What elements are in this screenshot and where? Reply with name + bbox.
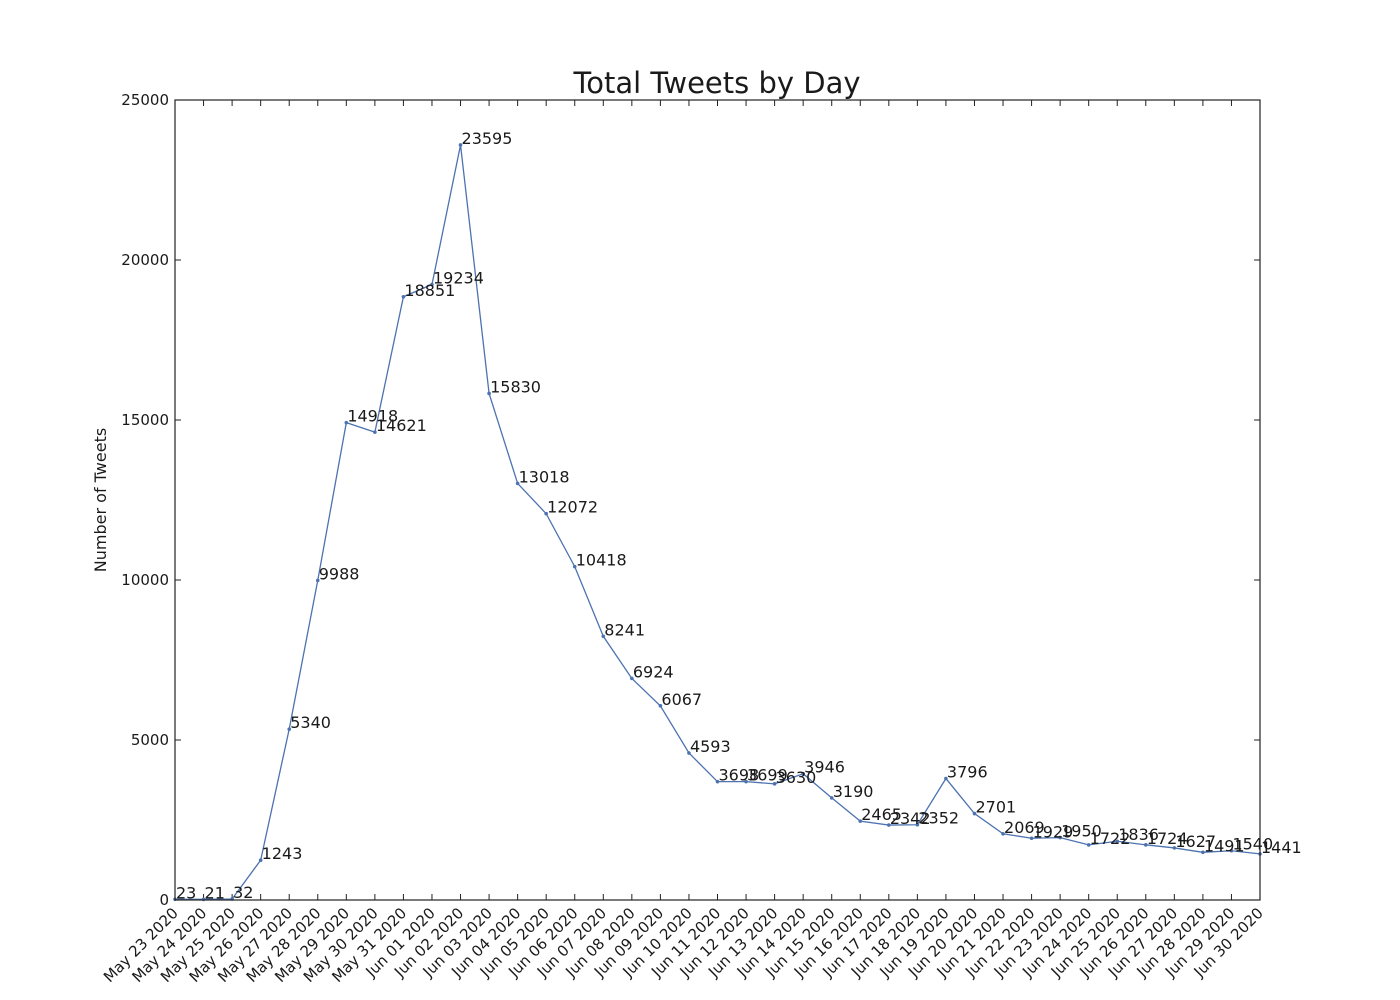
plot-frame: [174, 99, 1261, 901]
data-point: [744, 779, 748, 784]
data-label: 10418: [576, 551, 627, 570]
data-point: [658, 704, 663, 708]
data-label: 18851: [404, 281, 455, 300]
data-label: 1540: [1232, 835, 1273, 854]
data-point: [1229, 848, 1234, 853]
data-label: 1929: [1033, 822, 1074, 841]
data-point: [915, 822, 920, 827]
data-label: 3698: [719, 766, 760, 785]
data-point: [715, 779, 720, 784]
data-point: [972, 811, 977, 816]
data-label: 14621: [376, 416, 427, 435]
data-point: [572, 564, 577, 569]
data-point: [1115, 839, 1120, 844]
data-label: 6924: [633, 662, 674, 681]
data-label: 1243: [262, 844, 303, 863]
data-point: [772, 782, 777, 786]
data-label: 3190: [833, 782, 874, 801]
data-label: 32: [233, 883, 253, 902]
data-label: 4593: [690, 737, 731, 756]
data-label: 2342: [890, 809, 931, 828]
y-tick-label: 0: [159, 891, 169, 909]
data-point: [258, 858, 263, 863]
data-point: [887, 823, 891, 827]
data-label: 21: [205, 883, 225, 902]
data-label: 15830: [490, 377, 541, 396]
data-point: [401, 294, 406, 299]
data-label: 1491: [1204, 836, 1245, 855]
data-label: 3946: [804, 758, 845, 777]
data-point: [544, 511, 548, 516]
data-label: 2465: [861, 805, 902, 824]
data-label: 1950: [1061, 822, 1102, 841]
data-point: [344, 420, 349, 425]
y-axis-label: Number of Tweets: [91, 428, 110, 572]
data-point: [829, 796, 834, 800]
series-line: [174, 144, 1261, 900]
data-point: [944, 776, 948, 781]
data-label: 6067: [661, 690, 702, 709]
y-axis: 0 5000 10000 15000 20000 25000: [121, 91, 1260, 909]
y-tick-label: 25000: [121, 91, 169, 109]
data-label: 1627: [1175, 832, 1216, 851]
data-label: 1836: [1118, 825, 1159, 844]
data-point: [1029, 836, 1034, 841]
data-label: 19234: [433, 269, 484, 288]
data-point: [630, 676, 634, 681]
data-label: 5340: [290, 713, 331, 732]
data-point: [1001, 831, 1005, 836]
chart-title: Total Tweets by Day: [572, 66, 860, 100]
data-point: [858, 819, 863, 823]
data-point: [687, 751, 691, 755]
data-point: [373, 430, 377, 434]
data-point: [430, 282, 434, 287]
data-point: [801, 771, 805, 776]
y-tick-label: 5000: [131, 731, 169, 749]
data-label: 3796: [947, 763, 988, 782]
data-label: 2701: [975, 798, 1016, 817]
data-point: [515, 481, 520, 486]
data-point: [1143, 843, 1148, 847]
data-point: [458, 143, 463, 147]
data-points: [173, 143, 1262, 902]
data-label: 2069: [1004, 818, 1045, 837]
data-label: 1722: [1090, 829, 1131, 848]
y-tick-label: 15000: [121, 411, 169, 429]
data-point: [1086, 843, 1091, 847]
y-tick-label: 20000: [121, 251, 169, 269]
y-tick-label: 10000: [121, 571, 169, 589]
data-label: 3699: [747, 766, 788, 785]
data-label: 13018: [519, 467, 570, 486]
data-label: 1724: [1147, 829, 1188, 848]
data-point: [487, 391, 491, 396]
data-label: 12072: [547, 498, 598, 517]
data-point: [1058, 835, 1062, 840]
data-label: 1441: [1261, 838, 1302, 857]
data-label: 8241: [604, 620, 645, 639]
data-label: 23595: [462, 129, 513, 148]
data-point: [601, 634, 606, 639]
data-point: [1172, 846, 1177, 850]
data-label: 9988: [319, 564, 360, 583]
data-label: 3630: [776, 768, 817, 787]
data-label: 23: [176, 883, 196, 902]
data-point: [315, 578, 320, 583]
data-point: [1201, 850, 1205, 855]
data-label: 2352: [918, 809, 959, 828]
data-label: 14918: [347, 407, 398, 426]
data-point: [287, 727, 292, 731]
